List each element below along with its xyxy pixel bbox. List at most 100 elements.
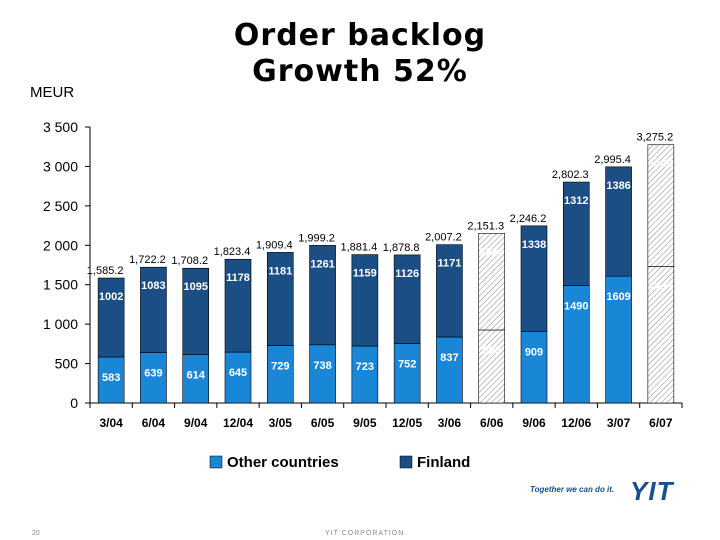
y-tick-label: 1 000 (43, 316, 78, 332)
legend-label: Other countries (227, 454, 339, 471)
x-tick-label: 6/06 (480, 416, 504, 430)
data-label-other-countries: 614 (187, 370, 206, 382)
unit-label: MEUR (30, 84, 75, 101)
bar-other-countries-3-06 (436, 336, 463, 404)
bar-other-countries-6-07 (647, 266, 675, 404)
bar-finland-3-05 (266, 252, 294, 346)
total-label: 1,881.4 (341, 242, 378, 254)
legend-swatch-other-countries (209, 455, 223, 469)
bar-other-countries-9-04 (182, 354, 210, 404)
data-label-finland: 1226 (479, 246, 503, 258)
chart-title: Order backlog Growth 52% (200, 18, 520, 90)
data-label-finland: 1312 (564, 195, 588, 207)
total-label: 1,708.2 (171, 255, 208, 267)
total-label: 1,722.2 (129, 254, 166, 266)
legend-swatch-finland (399, 455, 413, 469)
data-label-other-countries: 1731 (649, 281, 673, 293)
data-label-other-countries: 723 (356, 361, 374, 373)
bar-other-countries-6-06 (478, 329, 506, 404)
total-label: 2,246.2 (510, 213, 547, 225)
data-label-finland: 1159 (353, 268, 377, 280)
y-tick-label: 0 (70, 395, 78, 411)
total-label: 2,151.3 (467, 220, 504, 232)
x-tick-label: 6/07 (649, 416, 673, 430)
page-number: 20 (32, 530, 40, 537)
x-tick-label: 6/04 (142, 416, 166, 430)
data-label-other-countries: 645 (229, 367, 247, 379)
data-label-other-countries: 926 (483, 345, 501, 357)
data-label-other-countries: 729 (271, 361, 289, 373)
data-label-other-countries: 909 (525, 346, 543, 358)
total-label: 1,909.4 (256, 239, 293, 251)
yit-logo-text: YIT (630, 476, 674, 506)
data-label-other-countries: 837 (440, 352, 458, 364)
data-label-finland: 1338 (522, 239, 546, 251)
bar-finland-6-07 (647, 144, 675, 267)
y-tick-label: 1 500 (43, 277, 78, 293)
x-tick-label: 12/06 (561, 416, 591, 430)
x-tick-label: 3/04 (99, 416, 123, 430)
chart-title-line1: Order backlog (233, 18, 487, 53)
x-tick-label: 9/06 (522, 416, 546, 430)
total-label: 2,995.4 (594, 154, 631, 166)
total-label: 1,585.2 (87, 265, 124, 277)
data-label-finland: 1083 (141, 280, 165, 292)
chart-title-line2: Growth 52% (252, 54, 468, 89)
bar-finland-9-04 (182, 267, 210, 355)
data-label-finland: 1386 (606, 180, 630, 192)
y-tick-label: 3 500 (43, 119, 78, 135)
data-label-other-countries: 1609 (606, 291, 630, 303)
data-label-other-countries: 1490 (564, 301, 588, 313)
data-label-other-countries: 583 (102, 372, 120, 384)
legend-label: Finland (417, 454, 470, 471)
bar-other-countries-6-05 (309, 344, 336, 404)
bar-finland-9-06 (520, 225, 548, 332)
bar-other-countries-12-05 (393, 343, 421, 404)
bar-other-countries-3-05 (266, 345, 294, 404)
total-label: 1,999.2 (298, 232, 335, 244)
total-label: 2,802.3 (552, 169, 589, 181)
y-tick-label: 500 (55, 356, 79, 372)
x-tick-label: 12/05 (392, 416, 422, 430)
total-label: 3,275.2 (637, 132, 674, 144)
yit-logo: Together we can do it. YIT (530, 476, 710, 506)
x-tick-label: 12/04 (223, 416, 253, 430)
x-tick-label: 3/07 (607, 416, 631, 430)
x-tick-label: 3/06 (438, 416, 462, 430)
x-tick-label: 6/05 (311, 416, 335, 430)
bar-finland-3-06 (436, 244, 463, 338)
y-tick-label: 2 000 (43, 237, 78, 253)
total-label: 2,007.2 (425, 232, 462, 244)
bar-finland-12-05 (393, 254, 421, 344)
x-tick-label: 9/05 (353, 416, 377, 430)
bar-finland-6-05 (309, 245, 336, 346)
bar-finland-3-04 (97, 277, 125, 358)
bar-other-countries-12-04 (224, 351, 252, 404)
data-label-finland: 1171 (437, 258, 461, 270)
slogan-text: Together we can do it. (530, 485, 615, 494)
bar-other-countries-9-05 (351, 345, 379, 404)
x-tick-label: 3/05 (269, 416, 293, 430)
bar-other-countries-3-07 (605, 275, 632, 404)
data-label-other-countries: 738 (313, 360, 331, 372)
data-label-finland: 1181 (268, 265, 292, 277)
x-tick-label: 9/04 (184, 416, 208, 430)
footer-corporation: YIT CORPORATION (325, 530, 405, 537)
data-label-other-countries: 639 (144, 368, 162, 380)
bar-other-countries-12-06 (562, 285, 590, 404)
bar-finland-12-04 (224, 258, 252, 353)
bar-other-countries-9-06 (520, 331, 548, 404)
y-tick-label: 2 500 (43, 198, 78, 214)
data-label-other-countries: 752 (398, 359, 416, 371)
bar-finland-6-06 (478, 232, 506, 331)
total-label: 1,823.4 (214, 246, 251, 258)
data-label-finland: 1261 (310, 258, 334, 270)
data-label-finland: 1095 (183, 281, 207, 293)
bar-finland-6-04 (140, 266, 167, 353)
data-label-finland: 1002 (99, 291, 123, 303)
data-label-finland: 1126 (395, 268, 419, 280)
y-tick-label: 3 000 (43, 158, 78, 174)
bar-finland-3-07 (605, 166, 632, 277)
bar-finland-12-06 (562, 181, 590, 286)
data-label-finland: 1544 (649, 158, 674, 170)
